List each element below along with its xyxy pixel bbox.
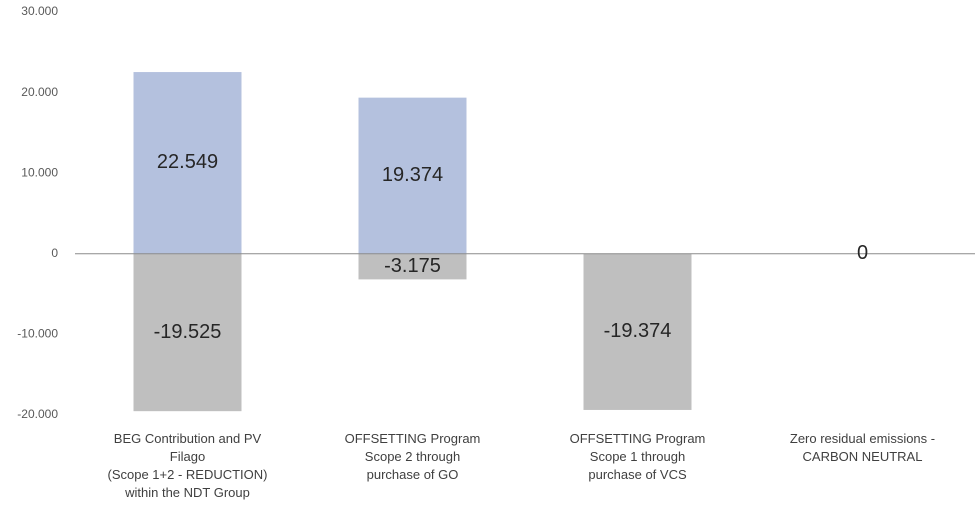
x-tick-label: BEG Contribution and PV Filago (Scope 1+2 … xyxy=(107,431,267,500)
data-label: 19.374 xyxy=(382,164,443,186)
bar xyxy=(358,97,467,254)
data-label: 0 xyxy=(857,242,868,264)
data-label: -3.175 xyxy=(384,255,441,277)
y-tick-label: 0 xyxy=(51,246,58,260)
bar xyxy=(358,253,467,280)
y-tick-label: 10.000 xyxy=(21,165,58,179)
y-tick-label: 30.000 xyxy=(21,4,58,18)
bar xyxy=(133,253,242,412)
bar xyxy=(133,72,242,254)
x-tick-label: Zero residual emissions -CARBON NEUTRAL xyxy=(790,431,935,464)
data-label: -19.374 xyxy=(604,320,672,342)
y-tick-label: -20.000 xyxy=(17,407,58,421)
y-tick-label: 20.000 xyxy=(21,85,58,99)
y-tick-label: -10.000 xyxy=(17,327,58,341)
data-label: 22.549 xyxy=(157,151,218,173)
x-tick-label: OFFSETTING Program Scope 2 through purchas… xyxy=(345,431,481,482)
data-label: -19.525 xyxy=(154,321,222,343)
bar xyxy=(583,253,692,410)
x-tick-label: OFFSETTING Program Scope 1 through purchas… xyxy=(570,431,706,482)
